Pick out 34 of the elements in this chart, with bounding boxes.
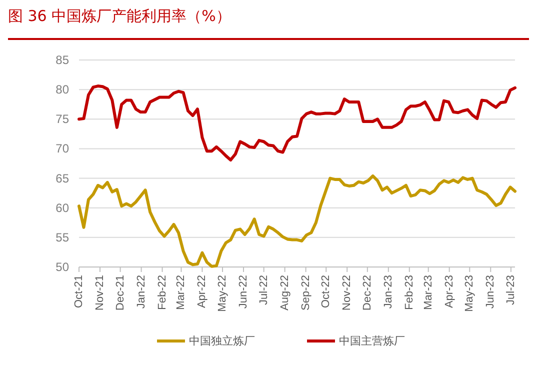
x-tick-label: Sep-22 [300, 275, 312, 310]
x-tick-label: May-23 [464, 275, 476, 312]
y-tick-label: 55 [56, 230, 70, 244]
y-tick-label: 50 [56, 260, 70, 274]
x-tick-label: Oct-21 [73, 275, 85, 308]
y-tick-label: 80 [56, 82, 70, 97]
x-tick-label: Dec-22 [361, 275, 374, 310]
x-tick-label: Jan-23 [382, 275, 394, 309]
y-tick-label: 60 [56, 200, 70, 215]
x-tick-label: Oct-22 [320, 275, 332, 308]
legend-label: 中国主营炼厂 [339, 334, 405, 348]
x-tick-label: Jun-22 [238, 275, 250, 309]
chart-title: 图 36 中国炼厂产能利用率（%） [8, 7, 231, 25]
y-tick-label: 75 [56, 112, 70, 126]
x-tick-label: Aug-22 [278, 275, 291, 310]
legend-label: 中国独立炼厂 [189, 334, 255, 348]
x-tick-label: Jun-23 [484, 275, 497, 309]
x-tick-label: Mar-23 [422, 275, 434, 310]
x-tick-label: Feb-22 [156, 275, 168, 310]
y-tick-label: 70 [56, 142, 70, 156]
x-tick-label: Jul-23 [504, 275, 517, 305]
x-tick-label: Nov-22 [341, 275, 354, 310]
x-tick-label: Feb-23 [403, 275, 416, 310]
y-tick-label: 65 [56, 171, 70, 186]
x-tick-label: Jul-22 [258, 275, 270, 305]
x-tick-label: Apr-22 [196, 275, 208, 308]
line-series [78, 84, 516, 162]
x-tick-label: Jan-22 [135, 275, 148, 309]
x-tick-label: Mar-22 [175, 275, 188, 310]
x-tick-label: Apr-23 [443, 275, 456, 308]
x-tick-label: Dec-21 [114, 275, 126, 310]
x-tick-label: May-22 [216, 275, 229, 312]
y-tick-label: 85 [56, 53, 70, 67]
x-tick-label: Nov-21 [94, 275, 106, 310]
